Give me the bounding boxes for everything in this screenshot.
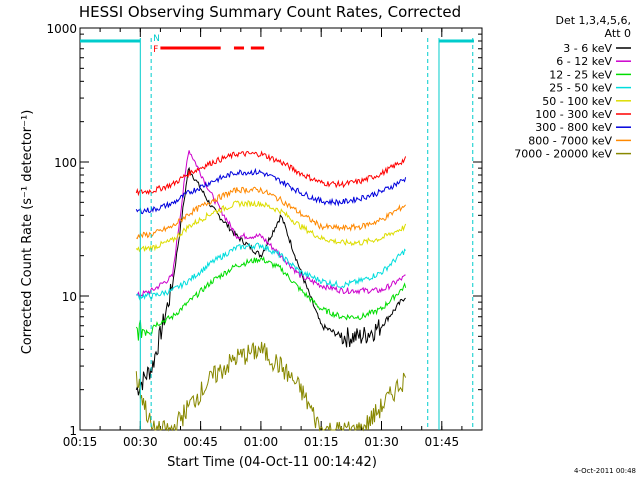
series-line-3	[135, 255, 407, 341]
legend-header-line-1: Det 1,3,4,5,6,	[555, 14, 631, 27]
y-axis-label: Corrected Count Rate (s⁻¹ detector⁻¹)	[20, 110, 35, 355]
y-tick-label: 1	[69, 424, 77, 438]
legend-label-4: 25 - 50 keV	[549, 82, 612, 95]
series-line-2	[136, 150, 406, 298]
series-line-7	[135, 167, 407, 215]
y-tick-label: 1000	[46, 22, 77, 36]
legend-label-9: 7000 - 20000 keV	[514, 148, 612, 161]
x-axis-label: Start Time (04-Oct-11 00:14:42)	[167, 455, 377, 470]
series-line-1	[135, 166, 406, 396]
series-line-6	[135, 150, 407, 197]
x-tick-label: 01:15	[304, 435, 339, 449]
x-tick-label: 00:30	[123, 435, 158, 449]
series-line-8	[136, 186, 406, 240]
legend-header-line-2: Att 0	[605, 27, 631, 40]
n-flag-label: N	[153, 34, 160, 44]
series-line-5	[135, 199, 407, 253]
legend-label-3: 12 - 25 keV	[549, 68, 612, 81]
y-tick-label: 100	[54, 156, 77, 170]
series-line-4	[135, 242, 406, 301]
legend-label-8: 800 - 7000 keV	[528, 134, 612, 147]
plot-area: 1 10 100 1000 00:15 00:30 00:45 01:00 01:15 01:30…	[46, 22, 483, 449]
f-flag-label: F	[153, 45, 158, 55]
x-tick-label: 01:00	[244, 435, 279, 449]
series-line-9	[135, 341, 407, 432]
y-tick-label: 10	[62, 290, 77, 304]
legend-label-1: 3 - 6 keV	[563, 42, 612, 55]
x-tick-label: 01:30	[364, 435, 399, 449]
x-tick-label: 00:45	[183, 435, 218, 449]
legend-label-2: 6 - 12 keV	[556, 55, 612, 68]
timestamp: 4-Oct-2011 00:48	[574, 467, 636, 475]
x-tick-label: 01:45	[425, 435, 460, 449]
legend-label-6: 100 - 300 keV	[535, 108, 612, 121]
legend-label-7: 300 - 800 keV	[535, 121, 612, 134]
legend-label-5: 50 - 100 keV	[542, 95, 612, 108]
chart-title: HESSI Observing Summary Count Rates, Cor…	[79, 3, 461, 21]
x-tick-label: 00:15	[63, 435, 98, 449]
